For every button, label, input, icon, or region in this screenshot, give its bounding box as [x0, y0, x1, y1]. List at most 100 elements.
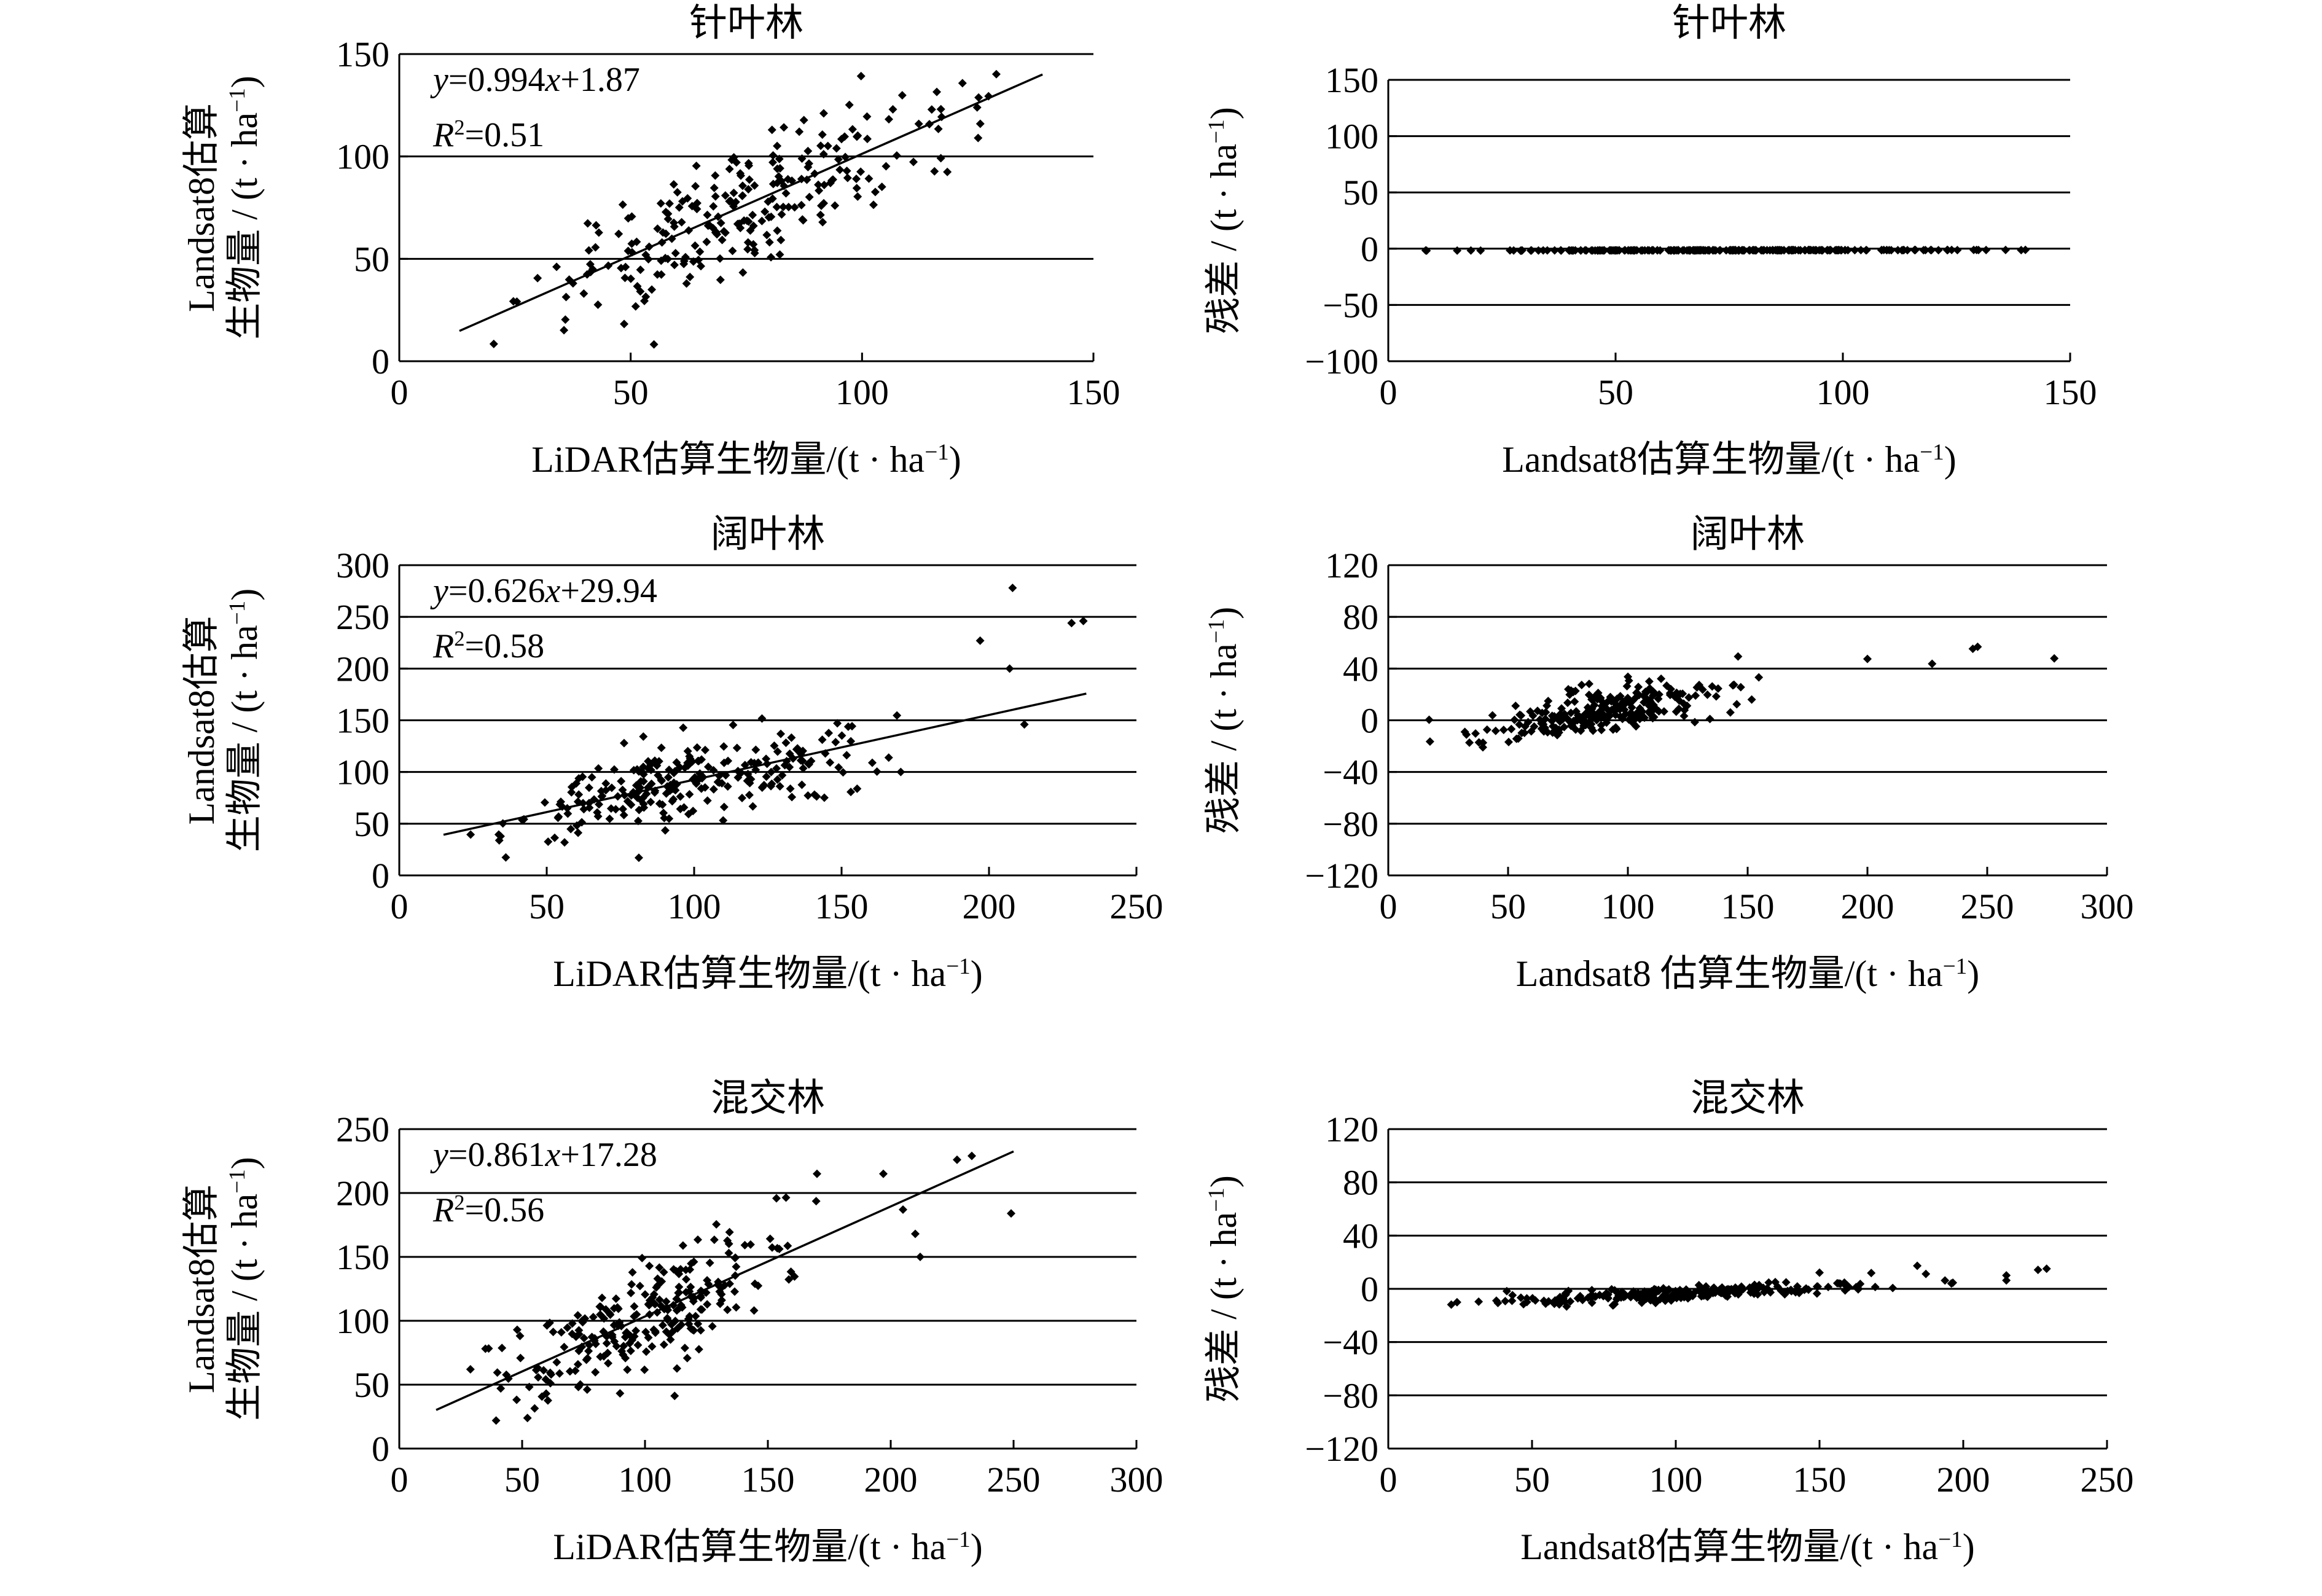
data-point	[943, 167, 952, 176]
x-tick-label: 100	[1816, 372, 1870, 412]
data-point	[710, 183, 719, 192]
regression-line	[459, 73, 1043, 332]
data-point	[823, 141, 832, 151]
data-point	[934, 124, 943, 133]
data-point	[2050, 654, 2059, 663]
data-point	[703, 1276, 712, 1285]
data-point	[1826, 246, 1835, 255]
data-point	[662, 1297, 671, 1306]
y-tick-label: 50	[354, 804, 389, 844]
y-tick-label: 80	[1343, 1163, 1378, 1203]
data-point	[927, 105, 936, 114]
regression-line	[443, 692, 1087, 836]
data-point	[2002, 1271, 2011, 1280]
data-point	[1813, 1282, 1823, 1291]
data-point	[1973, 642, 1982, 651]
x-axis-label: LiDAR估算生物量/(t · ha−1)	[531, 439, 961, 480]
data-point	[838, 768, 848, 777]
data-point	[788, 792, 797, 802]
data-point	[745, 791, 754, 800]
data-point	[691, 182, 700, 191]
data-point	[1628, 710, 1638, 719]
data-point	[1738, 1285, 1748, 1294]
data-point	[1465, 738, 1474, 747]
regression-equation: y=0.861x+17.28	[430, 1136, 657, 1174]
data-point	[1551, 724, 1560, 733]
y-tick-label: −120	[1305, 1429, 1378, 1469]
data-point	[1460, 727, 1469, 737]
data-point	[1520, 722, 1530, 731]
data-point	[1953, 246, 1962, 255]
data-point	[1780, 1289, 1789, 1299]
data-point	[584, 783, 593, 792]
data-point	[661, 208, 670, 217]
data-point	[600, 1314, 609, 1323]
data-point	[608, 1332, 617, 1342]
x-tick-label: 200	[963, 886, 1016, 926]
data-point	[817, 201, 826, 210]
data-point	[489, 339, 498, 348]
data-point	[1911, 245, 1920, 254]
x-tick-label: 0	[1380, 886, 1398, 926]
data-point	[1683, 701, 1692, 710]
data-point	[640, 1365, 649, 1374]
data-point	[555, 1369, 564, 1378]
data-point	[846, 788, 856, 797]
data-point	[563, 1323, 572, 1332]
y-axis-label: Landsat8估算	[181, 616, 222, 825]
data-point	[781, 189, 791, 198]
data-point	[550, 833, 559, 842]
data-point	[652, 1283, 661, 1292]
x-tick-label: 150	[1793, 1460, 1847, 1500]
data-point	[686, 272, 695, 281]
data-point	[574, 1346, 584, 1355]
data-point	[541, 1375, 550, 1384]
data-point	[916, 1253, 925, 1261]
y-tick-label: 40	[1343, 1216, 1378, 1256]
data-point	[1818, 246, 1827, 255]
data-point	[1566, 708, 1576, 718]
data-point	[672, 758, 681, 767]
data-point	[1616, 701, 1625, 710]
data-point	[638, 1253, 647, 1262]
data-point	[620, 319, 629, 329]
data-point	[697, 784, 706, 793]
y-axis-label: 残差 / (t · ha−1)	[1203, 107, 1244, 334]
data-point	[1585, 679, 1594, 689]
data-point	[1079, 616, 1088, 625]
data-point	[743, 244, 752, 254]
data-point	[1474, 1297, 1484, 1306]
data-point	[1815, 1268, 1824, 1277]
data-point	[777, 210, 786, 219]
data-point	[1943, 245, 1952, 254]
data-point	[799, 115, 808, 125]
y-axis-label-group: 生物量 / (t · ha−1)	[224, 589, 265, 853]
data-point	[1588, 246, 1597, 255]
data-point	[775, 250, 784, 259]
data-point	[1571, 686, 1580, 695]
data-point	[725, 1227, 734, 1237]
data-point	[648, 1293, 657, 1302]
data-point	[659, 1267, 668, 1277]
data-point	[1738, 246, 1748, 255]
data-point	[1474, 738, 1484, 747]
data-point	[814, 180, 823, 189]
data-point	[872, 767, 882, 776]
data-point	[2033, 1265, 2043, 1275]
data-point	[1635, 1291, 1644, 1301]
data-point	[797, 154, 807, 163]
y-tick-label: 50	[1343, 173, 1378, 213]
data-point	[689, 807, 698, 816]
data-point	[1502, 1286, 1511, 1296]
y-tick-label: −80	[1323, 804, 1378, 844]
data-point	[635, 767, 644, 776]
data-point	[649, 1299, 659, 1308]
data-point	[899, 1205, 907, 1215]
data-point	[1654, 694, 1663, 703]
data-point	[579, 289, 588, 298]
data-point	[563, 809, 573, 818]
x-tick-label: 150	[2044, 372, 2097, 412]
data-point	[547, 1370, 556, 1379]
data-point	[605, 814, 614, 823]
data-point	[512, 1325, 522, 1334]
